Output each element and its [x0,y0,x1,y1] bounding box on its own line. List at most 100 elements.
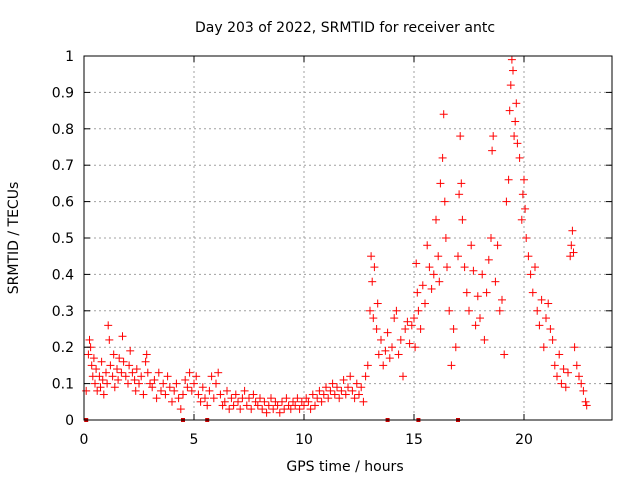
data-point [535,321,544,330]
data-point [367,252,376,261]
data-point [575,372,583,381]
data-point [439,110,448,119]
data-point [245,394,253,403]
data-point [506,81,515,90]
data-point [569,248,578,257]
data-point [352,379,361,388]
data-point [203,401,212,410]
data-point [146,379,154,388]
data-point [324,394,333,403]
data-point [192,372,201,381]
data-point [443,263,451,272]
data-point [91,379,99,388]
data-point [414,306,423,315]
data-point [440,197,449,206]
data-point [118,332,127,341]
data-point [96,383,105,392]
data-point [87,361,96,370]
data-point [445,306,454,315]
data-point [392,306,401,315]
data-point [242,401,251,410]
data-point [385,354,394,363]
plot-frame [83,55,613,421]
data-point [229,401,238,410]
data-point [126,346,135,355]
data-point [531,263,539,272]
data-point [174,394,183,403]
data-point [542,314,550,323]
data-point [359,397,368,406]
data-point [484,255,493,264]
data-point [553,372,561,381]
data-point [330,390,339,399]
data-point [407,321,416,330]
data-point [544,299,553,308]
data-point [295,405,304,414]
data-point [522,234,531,242]
data-point [313,394,322,403]
data-point [150,375,159,384]
data-point [411,343,420,352]
data-point [247,405,256,414]
data-point [511,117,520,126]
data-point [95,372,104,381]
x-tick-label: 15 [405,432,423,448]
data-point [502,197,511,206]
data-point [413,288,422,297]
data-point [253,401,262,410]
data-point [161,390,170,399]
data-point [482,288,491,297]
data-point [110,383,119,392]
data-point [498,295,506,304]
data-point [357,383,366,392]
data-point [465,306,473,315]
data-point [451,343,460,352]
data-point [85,335,94,344]
y-tick-label: 0.6 [52,195,74,211]
y-tick-label: 0.4 [52,267,74,283]
data-point [412,259,421,268]
data-point [220,397,229,406]
data-point [454,252,462,261]
data-point [462,288,471,297]
data-point [561,383,570,392]
data-point [473,292,482,301]
data-point [456,132,465,141]
data-point [302,394,311,403]
data-points [82,55,591,417]
data-point [311,401,319,410]
data-point [258,405,267,414]
data-point [267,394,275,403]
data-point [500,350,509,359]
data-point [163,372,172,381]
data-point [289,397,297,406]
data-point [566,252,575,261]
data-point [97,357,106,366]
data-point [216,390,225,399]
data-point [582,401,591,410]
data-point [564,368,572,377]
y-tick-label: 0.5 [52,231,74,247]
data-point [278,397,286,406]
data-point [418,281,427,290]
y-tick-label: 0.8 [52,122,74,138]
data-point [363,361,372,370]
x-tick-label: 0 [80,432,89,448]
data-point [137,372,146,381]
data-point [557,379,566,388]
y-tick-label: 0.9 [52,85,74,101]
data-point [373,299,382,308]
data-point [510,132,519,141]
data-point [172,379,181,388]
data-point [249,390,258,399]
data-point [103,379,112,388]
data-point [93,386,102,395]
data-point [198,383,207,392]
data-point [361,372,370,381]
data-point [537,295,546,304]
data-point [308,390,317,399]
data-point [176,405,185,414]
data-point [372,325,381,333]
data-point [130,375,139,384]
